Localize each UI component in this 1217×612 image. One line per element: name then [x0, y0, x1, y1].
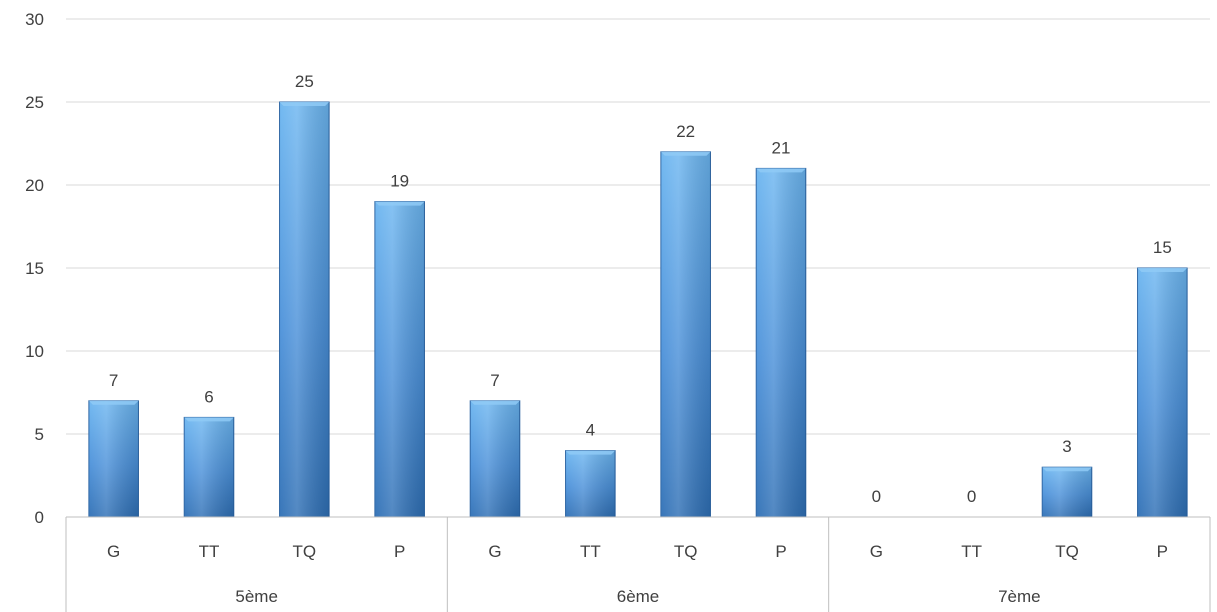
bar — [565, 450, 616, 518]
y-tick-label: 25 — [25, 93, 44, 112]
x-category-label: P — [775, 542, 786, 561]
bar — [755, 167, 807, 518]
y-tick-label: 0 — [35, 508, 44, 527]
data-label: 22 — [676, 122, 695, 141]
data-label: 4 — [586, 421, 595, 440]
bar — [183, 416, 235, 518]
bars — [88, 101, 1188, 518]
x-category-label: P — [394, 542, 405, 561]
x-category-label: TQ — [674, 542, 698, 561]
y-tick-label: 15 — [25, 259, 44, 278]
data-label: 7 — [109, 371, 118, 390]
y-tick-label: 10 — [25, 342, 44, 361]
bar — [1137, 267, 1188, 518]
x-group-label: 5ème — [235, 587, 278, 606]
x-category-label: G — [107, 542, 120, 561]
x-axis: G TT TQ P 5ème G TT TQ P 6ème G TT TQ P 7ème — [65, 516, 1211, 612]
bar — [88, 400, 139, 518]
data-labels: 7 6 25 19 7 4 22 21 0 0 3 15 — [109, 72, 1172, 506]
data-label: 21 — [772, 138, 791, 157]
y-axis-tick-labels: 0 5 10 15 20 25 30 — [25, 10, 44, 527]
x-group-label: 7ème — [998, 587, 1041, 606]
gridlines — [66, 18, 1210, 435]
data-label: 0 — [967, 487, 976, 506]
x-category-label: TQ — [1055, 542, 1079, 561]
x-category-label: TQ — [293, 542, 317, 561]
y-tick-label: 20 — [25, 176, 44, 195]
data-label: 3 — [1062, 437, 1071, 456]
bar — [660, 151, 711, 518]
bar — [469, 400, 521, 518]
x-category-label: TT — [199, 542, 220, 561]
data-label: 25 — [295, 72, 314, 91]
data-label: 6 — [204, 387, 213, 406]
data-label: 15 — [1153, 238, 1172, 257]
bar — [1041, 466, 1093, 518]
x-category-label: TT — [580, 542, 601, 561]
data-label: 19 — [390, 172, 409, 191]
data-label: 0 — [872, 487, 881, 506]
x-category-label: P — [1157, 542, 1168, 561]
x-category-label: G — [488, 542, 501, 561]
data-label: 7 — [490, 371, 499, 390]
x-group-label: 6ème — [617, 587, 660, 606]
bar — [374, 201, 425, 518]
bar — [279, 101, 330, 518]
x-category-label: G — [870, 542, 883, 561]
y-tick-label: 30 — [25, 10, 44, 29]
x-category-label: TT — [961, 542, 982, 561]
y-tick-label: 5 — [35, 425, 44, 444]
